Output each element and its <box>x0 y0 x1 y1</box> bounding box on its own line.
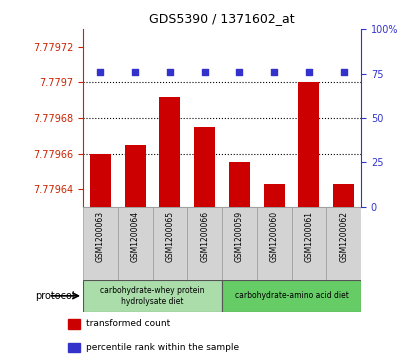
Point <box>166 69 173 75</box>
Text: transformed count: transformed count <box>86 319 171 329</box>
Bar <box>326 207 361 280</box>
Bar <box>153 207 187 280</box>
Text: GSM1200062: GSM1200062 <box>339 211 348 261</box>
Text: carbohydrate-whey protein
hydrolysate diet: carbohydrate-whey protein hydrolysate di… <box>100 286 205 306</box>
Bar <box>187 207 222 280</box>
Text: GSM1200064: GSM1200064 <box>131 211 139 262</box>
Bar <box>291 207 326 280</box>
Bar <box>333 184 354 207</box>
Bar <box>83 280 222 312</box>
Text: carbohydrate-amino acid diet: carbohydrate-amino acid diet <box>234 291 349 300</box>
Text: percentile rank within the sample: percentile rank within the sample <box>86 343 239 352</box>
Point <box>305 69 312 75</box>
Text: GSM1200065: GSM1200065 <box>166 211 174 262</box>
Text: GSM1200061: GSM1200061 <box>305 211 313 261</box>
Text: GSM1200060: GSM1200060 <box>270 211 278 262</box>
Text: GSM1200063: GSM1200063 <box>96 211 105 262</box>
Bar <box>159 97 180 207</box>
Title: GDS5390 / 1371602_at: GDS5390 / 1371602_at <box>149 12 295 25</box>
Bar <box>124 145 146 207</box>
Bar <box>222 207 257 280</box>
Bar <box>194 127 215 207</box>
Point <box>271 69 278 75</box>
Point <box>132 69 139 75</box>
Bar <box>118 207 153 280</box>
Bar <box>68 319 80 329</box>
Text: GSM1200066: GSM1200066 <box>200 211 209 262</box>
Text: GSM1200059: GSM1200059 <box>235 211 244 262</box>
Bar <box>68 343 80 352</box>
Bar <box>257 207 292 280</box>
Point <box>201 69 208 75</box>
Point <box>236 69 243 75</box>
Bar <box>222 280 361 312</box>
Bar <box>264 184 285 207</box>
Bar <box>83 207 118 280</box>
Bar <box>90 154 111 207</box>
Point <box>97 69 104 75</box>
Point <box>340 69 347 75</box>
Bar <box>298 82 320 207</box>
Text: protocol: protocol <box>35 291 75 301</box>
Bar <box>229 163 250 207</box>
